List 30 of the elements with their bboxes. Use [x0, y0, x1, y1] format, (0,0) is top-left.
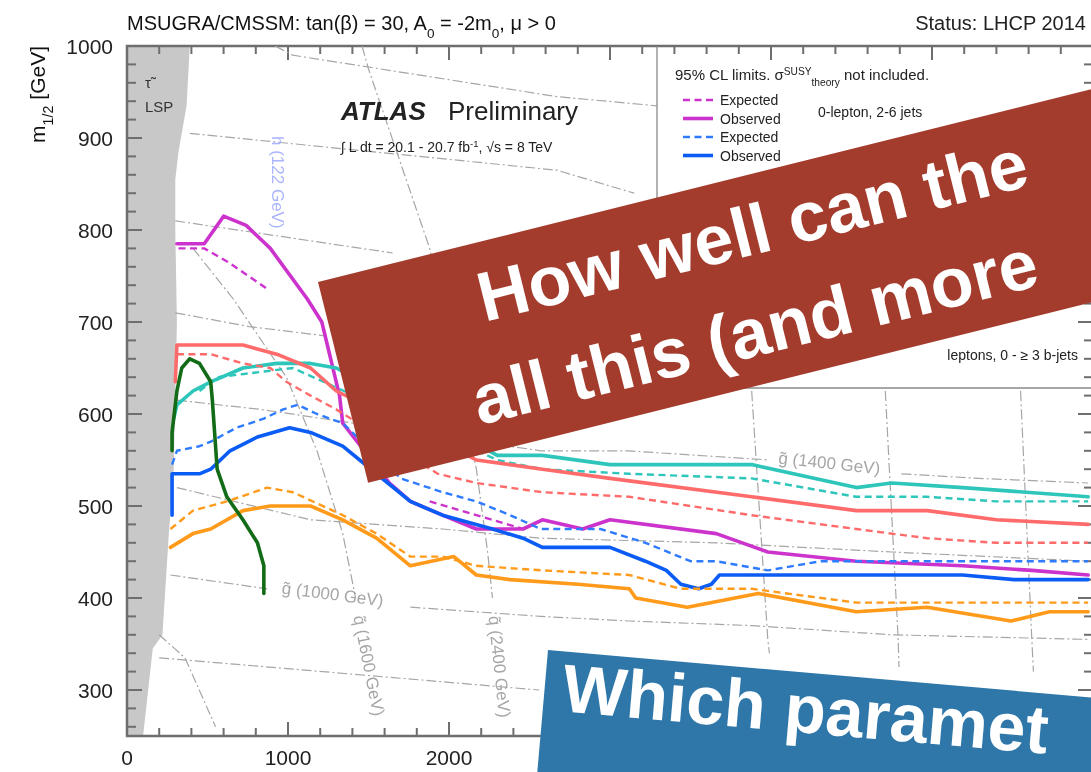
annotation: ∫ L dt = 20.1 - 20.7 fb$^{-1}$, √s = 8 TeV [340, 137, 554, 155]
text: Status: LHCP 2014 [915, 12, 1086, 34]
text: g̃ (1000 GeV) [280, 578, 385, 610]
y-tick-label: 500 [77, 494, 113, 518]
y-tick-label: 400 [77, 586, 113, 610]
annotation: h (122 GeV) [268, 136, 287, 229]
legend-label: Expected [720, 92, 779, 108]
text: g̃ (1400 GeV) [777, 448, 882, 478]
y-tick-label: 1000 [66, 34, 113, 58]
annotation: leptons, 0 - ≥ 3 b-jets [947, 347, 1078, 363]
chart-title: MSUGRA/CMSSM: tan(β) = 30, A$_{0}$ = -2m$_{0}$, μ > 0 [127, 12, 556, 41]
y-tick-label: 900 [77, 126, 113, 150]
x-tick-label: 0 [121, 746, 133, 769]
y-tick-label: 700 [77, 310, 113, 334]
line-series [170, 357, 266, 596]
legend-label: Expected [720, 129, 779, 145]
series-label: τ̃ LSP [145, 74, 174, 115]
legend-title: 95% CL limits. σ$^{SUSY}$$_{theory}$ not included. [675, 65, 930, 88]
annotation: ATLAS [340, 96, 427, 126]
text: q̃ (1600 GeV) [349, 613, 389, 718]
legend-label: Observed [720, 110, 781, 127]
y-tick-label: 300 [77, 678, 113, 702]
legend-label: Observed [720, 147, 781, 164]
text: q̃ (2400 GeV) [484, 614, 515, 719]
y-tick-label: 600 [77, 402, 113, 426]
y-tick-label: 800 [77, 218, 113, 242]
annotation: Preliminary [448, 96, 579, 126]
annotation: 0-lepton, 2-6 jets [818, 104, 923, 120]
x-tick-label: 1000 [264, 746, 312, 769]
x-tick-label: 2000 [425, 746, 473, 769]
